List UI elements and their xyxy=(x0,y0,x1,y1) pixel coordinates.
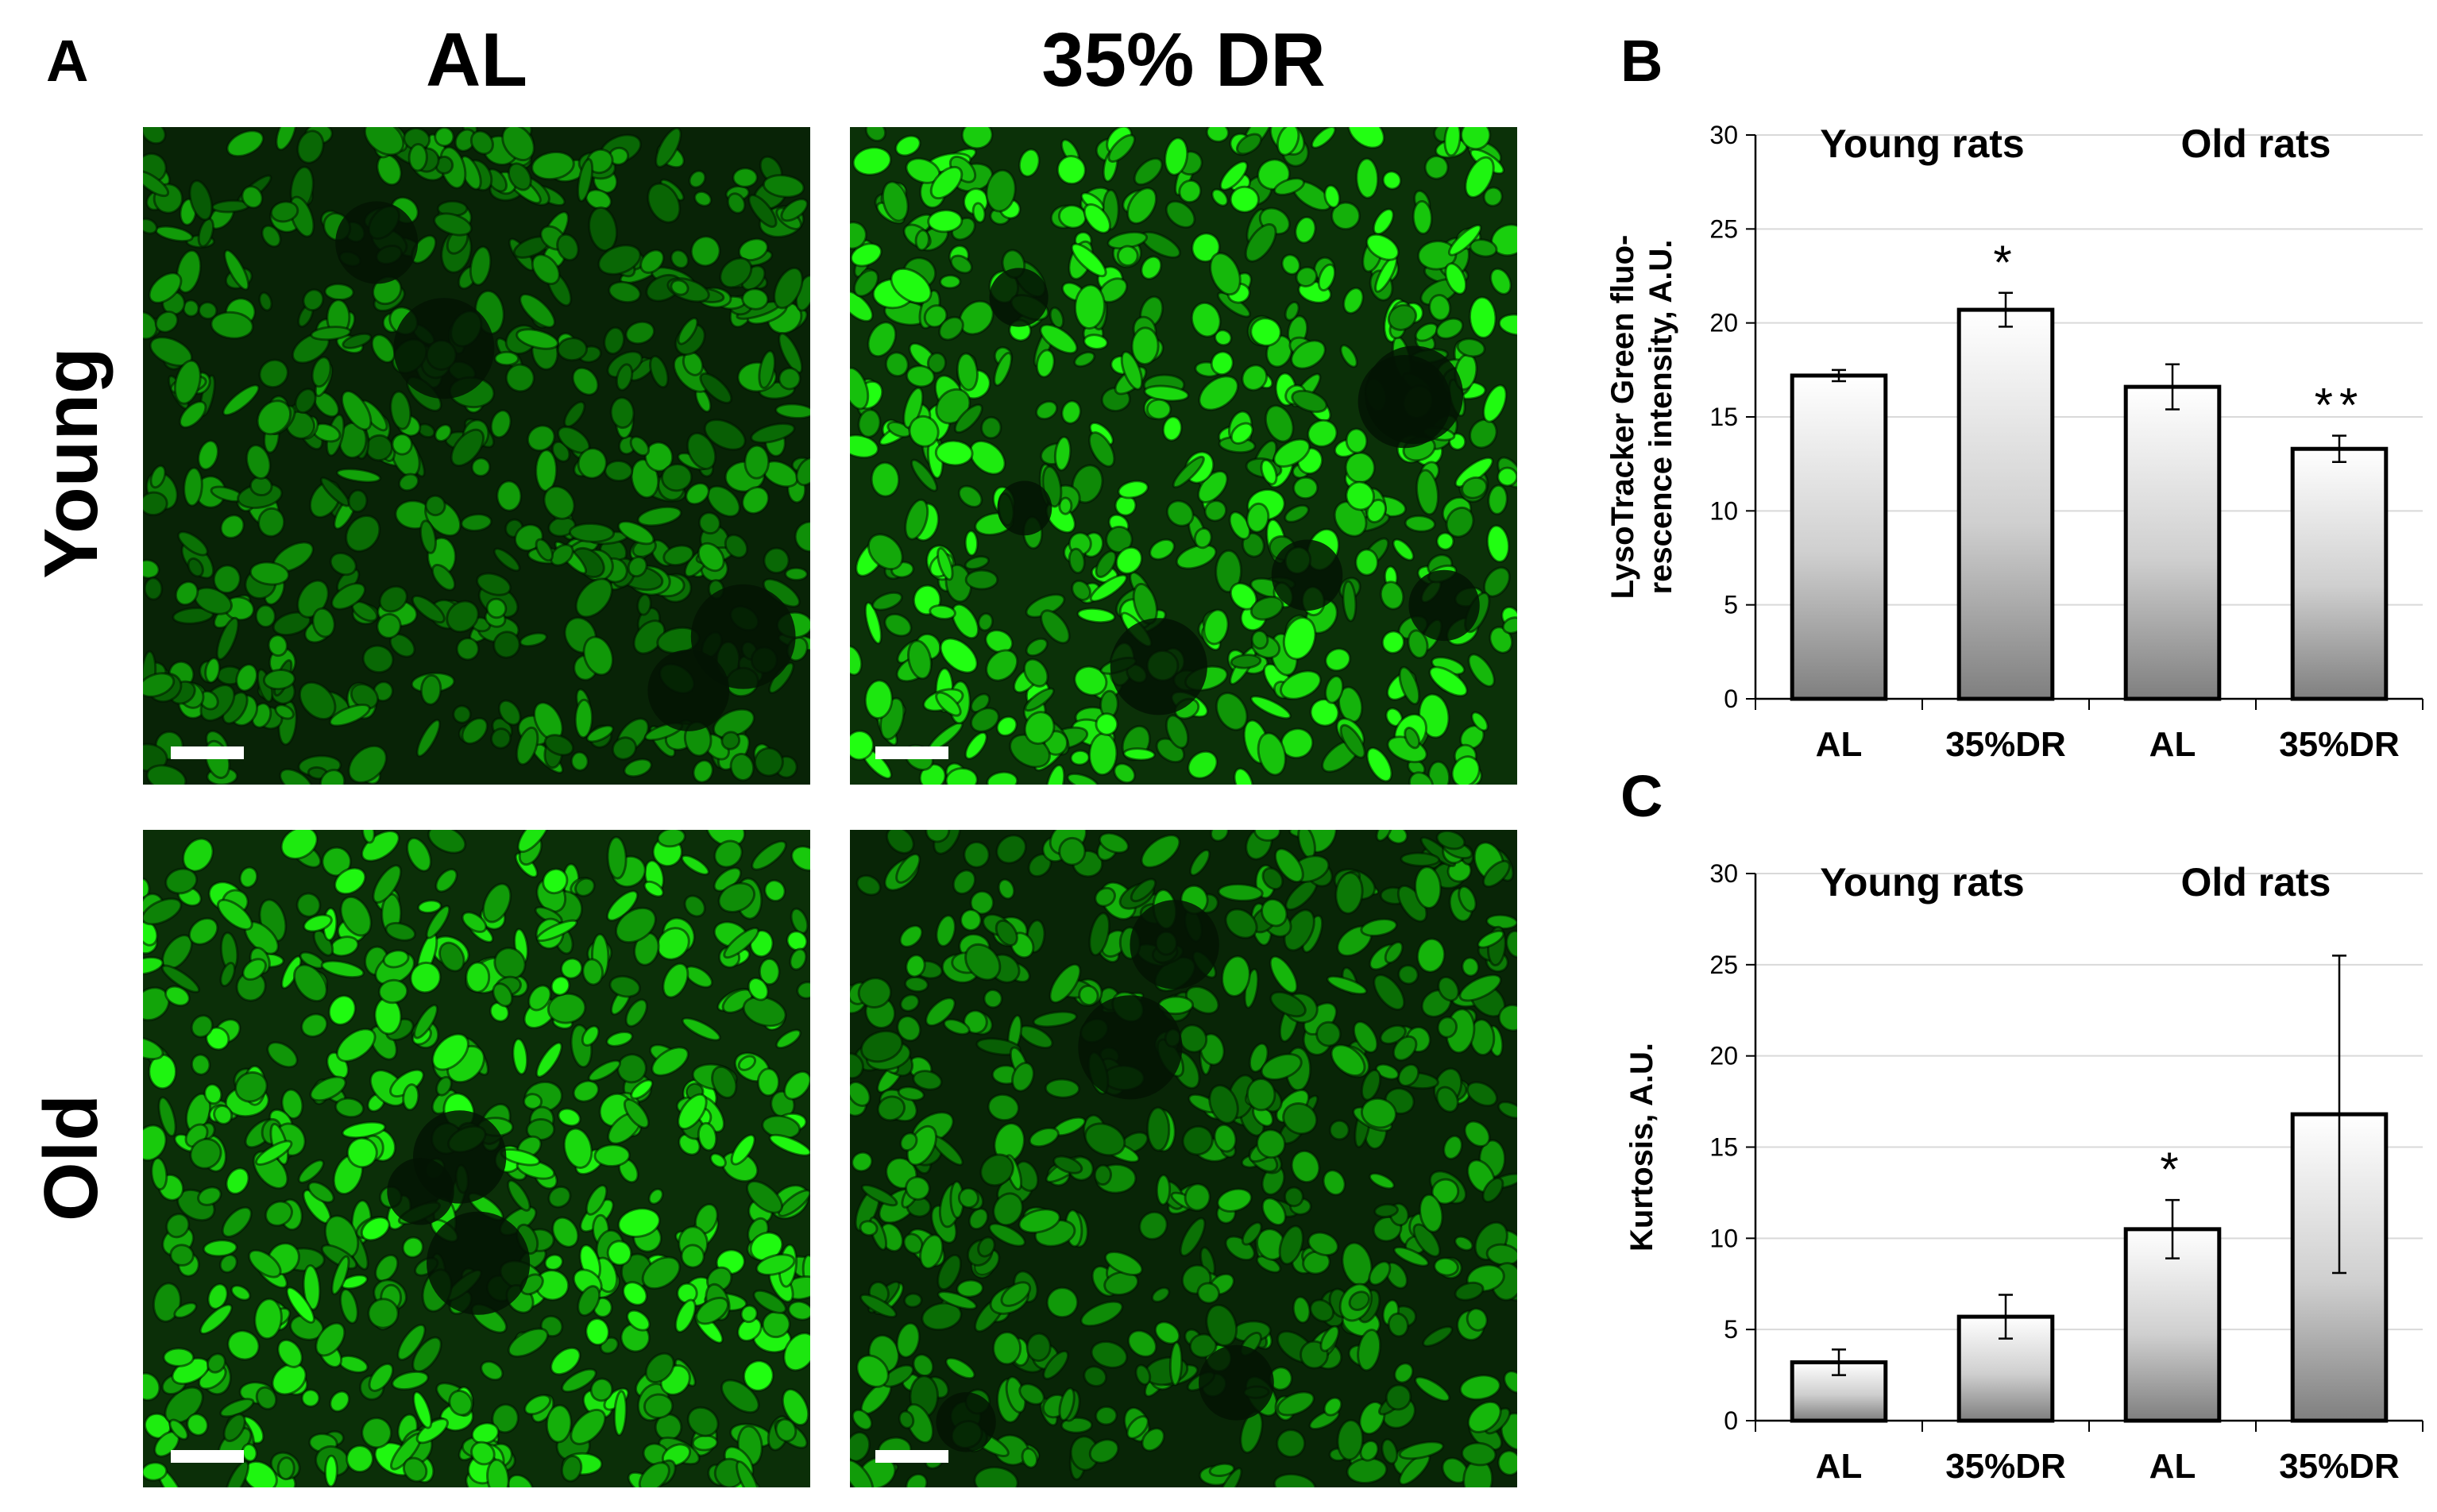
scale-bar-young-35dr xyxy=(875,746,948,759)
chart-b-category-label: 35%DR xyxy=(1945,725,2066,764)
chart-c-y-axis-label: Kurtosis, A.U. xyxy=(1624,1043,1659,1252)
chart-c-ytick-label: 25 xyxy=(1709,951,1738,979)
chart-b-category-label: AL xyxy=(1816,725,1863,764)
panel-c-label: C xyxy=(1620,763,1663,829)
chart-b-ytick-label: 0 xyxy=(1724,685,1738,713)
chart-c-ytick-label: 15 xyxy=(1709,1133,1738,1162)
chart-b-bar xyxy=(1956,307,2055,701)
panel-b-label: B xyxy=(1620,28,1663,94)
chart-c-bar xyxy=(2123,1227,2222,1423)
chart-c-ytick-label: 10 xyxy=(1709,1224,1738,1252)
chart-c-ytick-label: 20 xyxy=(1709,1042,1738,1070)
chart-c-significance-marker: * xyxy=(2160,1143,2184,1196)
chart-c-error-bar xyxy=(1999,1294,2013,1340)
micrograph-old-al xyxy=(143,830,810,1487)
chart-c-ytick-label: 0 xyxy=(1724,1406,1738,1435)
chart-b-ytick-label: 5 xyxy=(1724,591,1738,619)
micrograph-young-35dr xyxy=(850,127,1517,785)
chart-c-ytick-label: 30 xyxy=(1709,859,1738,888)
chart-c-kurtosis: 0 5 10 15 20 25 30 AL 35%DR * AL 35%DR Young rats Old… xyxy=(1557,834,2431,1508)
row-header-young: Young xyxy=(29,347,114,579)
scale-bar-old-35dr xyxy=(875,1450,948,1463)
chart-c-group-label: Old rats xyxy=(2181,860,2331,904)
chart-c-error-bar xyxy=(2165,1198,2180,1259)
chart-b-bar xyxy=(1790,373,1888,701)
column-header-35dr: 35% DR xyxy=(1041,17,1326,102)
chart-c-category-label: 35%DR xyxy=(1945,1447,2066,1486)
chart-b-y-axis-label: LysoTracker Green fluo- xyxy=(1605,235,1640,600)
chart-b-significance-marker: * xyxy=(1993,236,2018,289)
micrograph-old-35dr xyxy=(850,830,1517,1487)
chart-b-ytick-label: 10 xyxy=(1709,496,1738,525)
chart-b-bar xyxy=(2290,446,2389,701)
chart-b-error-bar xyxy=(2332,434,2346,464)
chart-c-category-label: 35%DR xyxy=(2279,1447,2400,1486)
chart-b-group-label: Old rats xyxy=(2181,122,2331,166)
chart-b-svg: 0 5 10 15 20 25 30 AL * 35%DR AL ** 35%DR Young rats O… xyxy=(1605,121,2423,764)
chart-c-error-bar xyxy=(2332,955,2346,1275)
chart-b-bar xyxy=(2123,384,2222,701)
panel-a-label: A xyxy=(46,28,89,94)
chart-b-error-bar xyxy=(2165,363,2180,411)
chart-b-group-label: Young rats xyxy=(1820,122,2024,166)
chart-b-error-bar xyxy=(1832,368,1846,383)
chart-b-lysotracker: 0 5 10 15 20 25 30 AL * 35%DR AL ** 35%DR Young rats O… xyxy=(1557,95,2431,786)
chart-b-ytick-label: 20 xyxy=(1709,309,1738,338)
chart-b-ytick-label: 15 xyxy=(1709,403,1738,431)
row-header-old: Old xyxy=(29,1094,114,1221)
chart-c-ytick-label: 5 xyxy=(1724,1315,1738,1344)
chart-c-category-label: AL xyxy=(2149,1447,2196,1486)
chart-c-category-label: AL xyxy=(1816,1447,1863,1486)
chart-b-category-label: AL xyxy=(2149,725,2196,764)
chart-b-y-axis-label: rescence intensity, A.U. xyxy=(1643,240,1678,595)
scale-bar-old-al xyxy=(171,1450,244,1463)
chart-c-error-bar xyxy=(1832,1348,1846,1376)
chart-b-significance-marker: ** xyxy=(2315,379,2365,432)
scale-bar-young-al xyxy=(171,746,244,759)
chart-b-ytick-label: 25 xyxy=(1709,214,1738,243)
micrograph-young-al xyxy=(143,127,810,785)
chart-b-category-label: 35%DR xyxy=(2279,725,2400,764)
chart-c-svg: 0 5 10 15 20 25 30 AL 35%DR * AL 35%DR Young rats Old… xyxy=(1624,859,2423,1486)
column-header-al: AL xyxy=(426,17,527,102)
chart-c-group-label: Young rats xyxy=(1820,860,2024,904)
chart-b-error-bar xyxy=(1999,291,2013,328)
chart-b-ytick-label: 30 xyxy=(1709,121,1738,149)
